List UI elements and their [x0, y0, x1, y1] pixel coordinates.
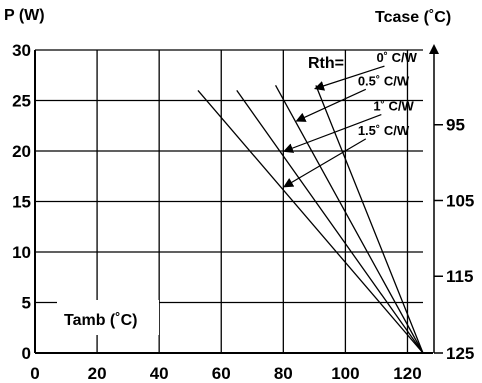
series-line [236, 90, 424, 354]
y-tick-label: 20 [12, 142, 31, 161]
series-label: 0.5˚ C/W [358, 73, 410, 88]
y-tick-label: 30 [12, 41, 31, 60]
series-line [315, 85, 424, 354]
x-axis-title-box: Tamb (˚C) [57, 300, 159, 335]
series-line [274, 85, 424, 354]
y2-tick-label: 95 [446, 116, 465, 135]
series-label-arrow [283, 138, 367, 188]
series-label: 0˚ C/W [376, 50, 417, 65]
y2-tick-label: 115 [446, 267, 473, 286]
x-tick-label: 40 [150, 364, 169, 383]
y-tick-label: 10 [12, 243, 31, 262]
series-label: 1.5˚ C/W [358, 123, 410, 138]
x-axis-title: Tamb (˚C) [64, 312, 137, 329]
x-tick-label: 60 [212, 364, 231, 383]
y2-axis-title: Tcase (˚C) [375, 9, 451, 26]
x-tick-label: 0 [30, 364, 39, 383]
series-label: 1˚ C/W [373, 99, 414, 114]
labels: P (W) Tcase (˚C) Rth= 0 20 40 60 80 100 120 0 5 1… [4, 7, 474, 383]
y2-tick-label: 125 [446, 344, 474, 363]
x-tick-label: 100 [331, 364, 359, 383]
x-tick-label: 80 [274, 364, 293, 383]
series-label-arrow [283, 114, 382, 153]
series-label-arrow [314, 65, 385, 91]
y-tick-label: 25 [12, 92, 31, 111]
axes [34, 44, 443, 354]
y-tick-label: 15 [12, 193, 31, 212]
x-tick-label: 20 [88, 364, 107, 383]
x-tick-label: 120 [393, 364, 421, 383]
y-tick-label: 0 [22, 344, 31, 363]
rth-label: Rth= [308, 55, 344, 72]
y-tick-label: 5 [22, 294, 31, 313]
series-line [197, 89, 424, 354]
y2-tick-label: 105 [446, 191, 474, 210]
series-label-arrow [295, 88, 367, 122]
series-lines [197, 65, 424, 354]
y-axis-title: P (W) [4, 7, 45, 24]
